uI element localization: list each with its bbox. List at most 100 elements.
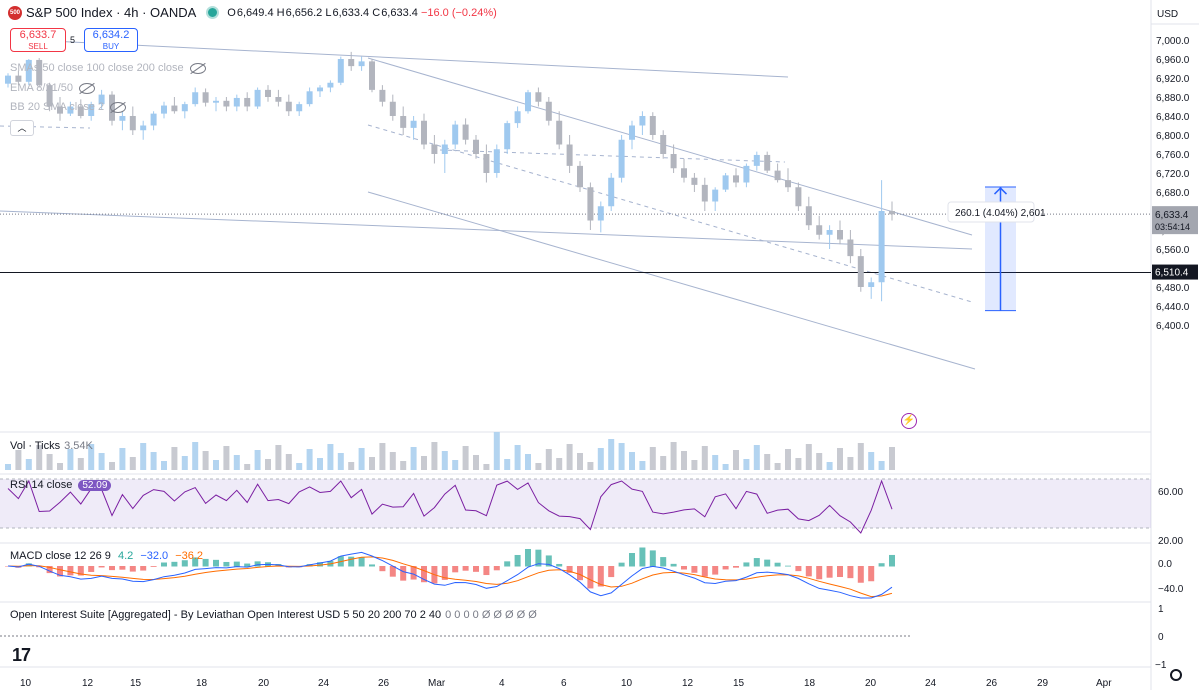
volume-bar [701, 446, 708, 470]
volume-bar [254, 450, 261, 470]
candle-body [317, 87, 323, 92]
candle-body [535, 92, 542, 102]
collapse-legend-button[interactable]: ︿ [10, 120, 34, 136]
candle-body [722, 175, 729, 190]
volume-legend[interactable]: Vol · Ticks 3.54K [10, 440, 93, 452]
time-axis-label: 15 [733, 678, 745, 689]
macd-histogram-bar [483, 566, 490, 576]
candle-body [660, 135, 667, 154]
macd-histogram-bar [46, 566, 53, 574]
macd-histogram-bar [77, 566, 84, 576]
candle-body [889, 211, 895, 215]
macd-histogram-bar [223, 561, 230, 567]
rsi-legend[interactable]: RSI 14 close 52.09 [10, 479, 112, 491]
channel-lower-line [367, 191, 976, 370]
volume-bar [5, 464, 11, 470]
candle-body [171, 105, 178, 112]
settings-gear-icon[interactable] [1170, 669, 1182, 681]
volume-bar [743, 459, 750, 470]
volume-bar [369, 457, 375, 470]
buy-button[interactable]: 6,634.2 BUY [84, 28, 138, 52]
candle-body [504, 123, 511, 150]
volume-bar [473, 455, 479, 470]
candle-body [129, 116, 136, 131]
macd-histogram-bar [25, 563, 32, 567]
candle-body [566, 144, 573, 166]
volume-bar [577, 453, 583, 470]
candle-body [410, 120, 417, 128]
hline-price-label: 6,510.4 [1155, 268, 1189, 279]
candle-body [421, 120, 427, 145]
volume-bar [400, 461, 407, 470]
candle-body [545, 101, 552, 121]
ohlc-readout: O6,649.4 H6,656.2 L6,633.4 C6,633.4 −16.… [227, 6, 497, 19]
candle-body [639, 116, 646, 126]
macd-histogram-bar [514, 554, 521, 567]
macd-histogram-bar [525, 548, 531, 567]
price-tick-label: 7,000.0 [1156, 36, 1190, 47]
market-status-icon [206, 6, 220, 19]
candle-body [670, 154, 677, 169]
indicator-bb[interactable]: BB 20 SMA close 2 [10, 101, 127, 113]
macd-histogram-bar [119, 566, 126, 570]
macd-histogram-bar [649, 550, 656, 567]
hidden-eye-icon[interactable] [189, 62, 206, 74]
flash-event-icon[interactable]: ⚡ [901, 413, 917, 429]
macd-histogram-bar [878, 563, 885, 567]
candle-body [816, 225, 823, 235]
candle-body [337, 59, 344, 83]
volume-bar [785, 449, 791, 470]
macd-histogram-bar [795, 566, 802, 572]
symbol-title[interactable]: S&P 500 Index · 4h · OANDA [26, 5, 197, 20]
volume-bar [140, 443, 147, 470]
macd-histogram-bar [629, 553, 635, 567]
sell-button[interactable]: 6,633.7 SELL [10, 28, 66, 52]
candle-body [5, 75, 11, 84]
macd-histogram-bar [764, 559, 771, 567]
oi-tick: 1 [1158, 604, 1164, 615]
macd-histogram-bar [597, 566, 604, 587]
indicator-ema[interactable]: EMA 8/21/50 [10, 82, 95, 94]
macd-histogram-bar [691, 566, 698, 573]
candle-body [795, 187, 802, 207]
volume-bar [265, 459, 271, 470]
candle-body [441, 144, 448, 154]
candle-body [233, 97, 240, 107]
macd-legend[interactable]: MACD close 12 26 9 4.2 −32.0 −36.2 [10, 550, 204, 562]
macd-histogram-bar [837, 566, 843, 578]
open-interest-legend[interactable]: Open Interest Suite [Aggregated] - By Le… [10, 609, 537, 621]
macd-histogram-bar [535, 549, 542, 567]
hline-price-tag [1152, 264, 1198, 280]
volume-bar [98, 453, 105, 470]
rsi-tick: 60.00 [1158, 487, 1183, 498]
price-tick-label: 6,680.0 [1156, 188, 1190, 199]
volume-bar [171, 447, 178, 470]
volume-bar [129, 457, 136, 470]
candle-body [254, 89, 261, 107]
measure-label-box [947, 201, 1035, 223]
volume-bar [244, 464, 251, 470]
indicator-sma[interactable]: SMAs 50 close 100 close 200 close [10, 62, 206, 74]
volume-bar [535, 463, 542, 470]
hidden-eye-icon[interactable] [79, 82, 95, 94]
volume-bar [681, 451, 687, 470]
candle-body [192, 92, 199, 105]
hidden-eye-icon[interactable] [110, 101, 127, 113]
price-tick-label: 6,440.0 [1156, 302, 1190, 313]
time-axis-label: 10 [20, 678, 32, 689]
macd-histogram-bar [171, 561, 178, 567]
volume-bar [379, 443, 386, 470]
volume-bar [826, 462, 833, 470]
volume-bar [431, 442, 438, 470]
tradingview-logo[interactable]: 17 [12, 645, 31, 665]
trend-line [0, 125, 91, 129]
volume-bar [296, 463, 303, 470]
volume-bar [441, 451, 448, 470]
macd-histogram-bar [701, 566, 708, 577]
price-tick-label: 6,560.0 [1156, 245, 1190, 256]
macd-histogram-bar [369, 564, 375, 567]
price-tick-label: 6,840.0 [1156, 112, 1190, 123]
rsi-band [0, 479, 1151, 528]
macd-histogram-bar [577, 566, 583, 581]
